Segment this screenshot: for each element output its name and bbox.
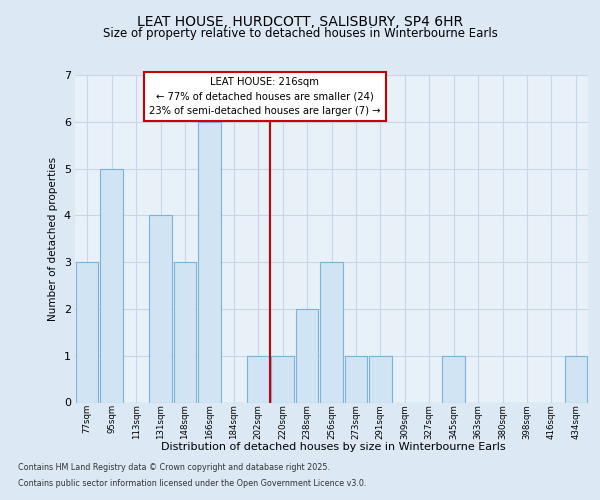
Bar <box>173 262 196 402</box>
Text: Contains public sector information licensed under the Open Government Licence v3: Contains public sector information licen… <box>18 478 367 488</box>
Bar <box>247 356 269 403</box>
Bar <box>76 262 98 402</box>
Bar <box>296 309 319 402</box>
Text: LEAT HOUSE: 216sqm
← 77% of detached houses are smaller (24)
23% of semi-detache: LEAT HOUSE: 216sqm ← 77% of detached hou… <box>149 76 380 116</box>
Bar <box>369 356 392 403</box>
Text: Contains HM Land Registry data © Crown copyright and database right 2025.: Contains HM Land Registry data © Crown c… <box>18 464 330 472</box>
Text: LEAT HOUSE, HURDCOTT, SALISBURY, SP4 6HR: LEAT HOUSE, HURDCOTT, SALISBURY, SP4 6HR <box>137 15 463 29</box>
Bar <box>149 216 172 402</box>
Bar <box>344 356 367 403</box>
Bar <box>198 122 221 402</box>
Bar <box>442 356 465 403</box>
Text: Size of property relative to detached houses in Winterbourne Earls: Size of property relative to detached ho… <box>103 28 497 40</box>
Bar <box>100 168 123 402</box>
Bar <box>565 356 587 403</box>
Y-axis label: Number of detached properties: Number of detached properties <box>48 156 58 321</box>
Bar <box>320 262 343 402</box>
Text: Distribution of detached houses by size in Winterbourne Earls: Distribution of detached houses by size … <box>161 442 505 452</box>
Bar <box>271 356 294 403</box>
